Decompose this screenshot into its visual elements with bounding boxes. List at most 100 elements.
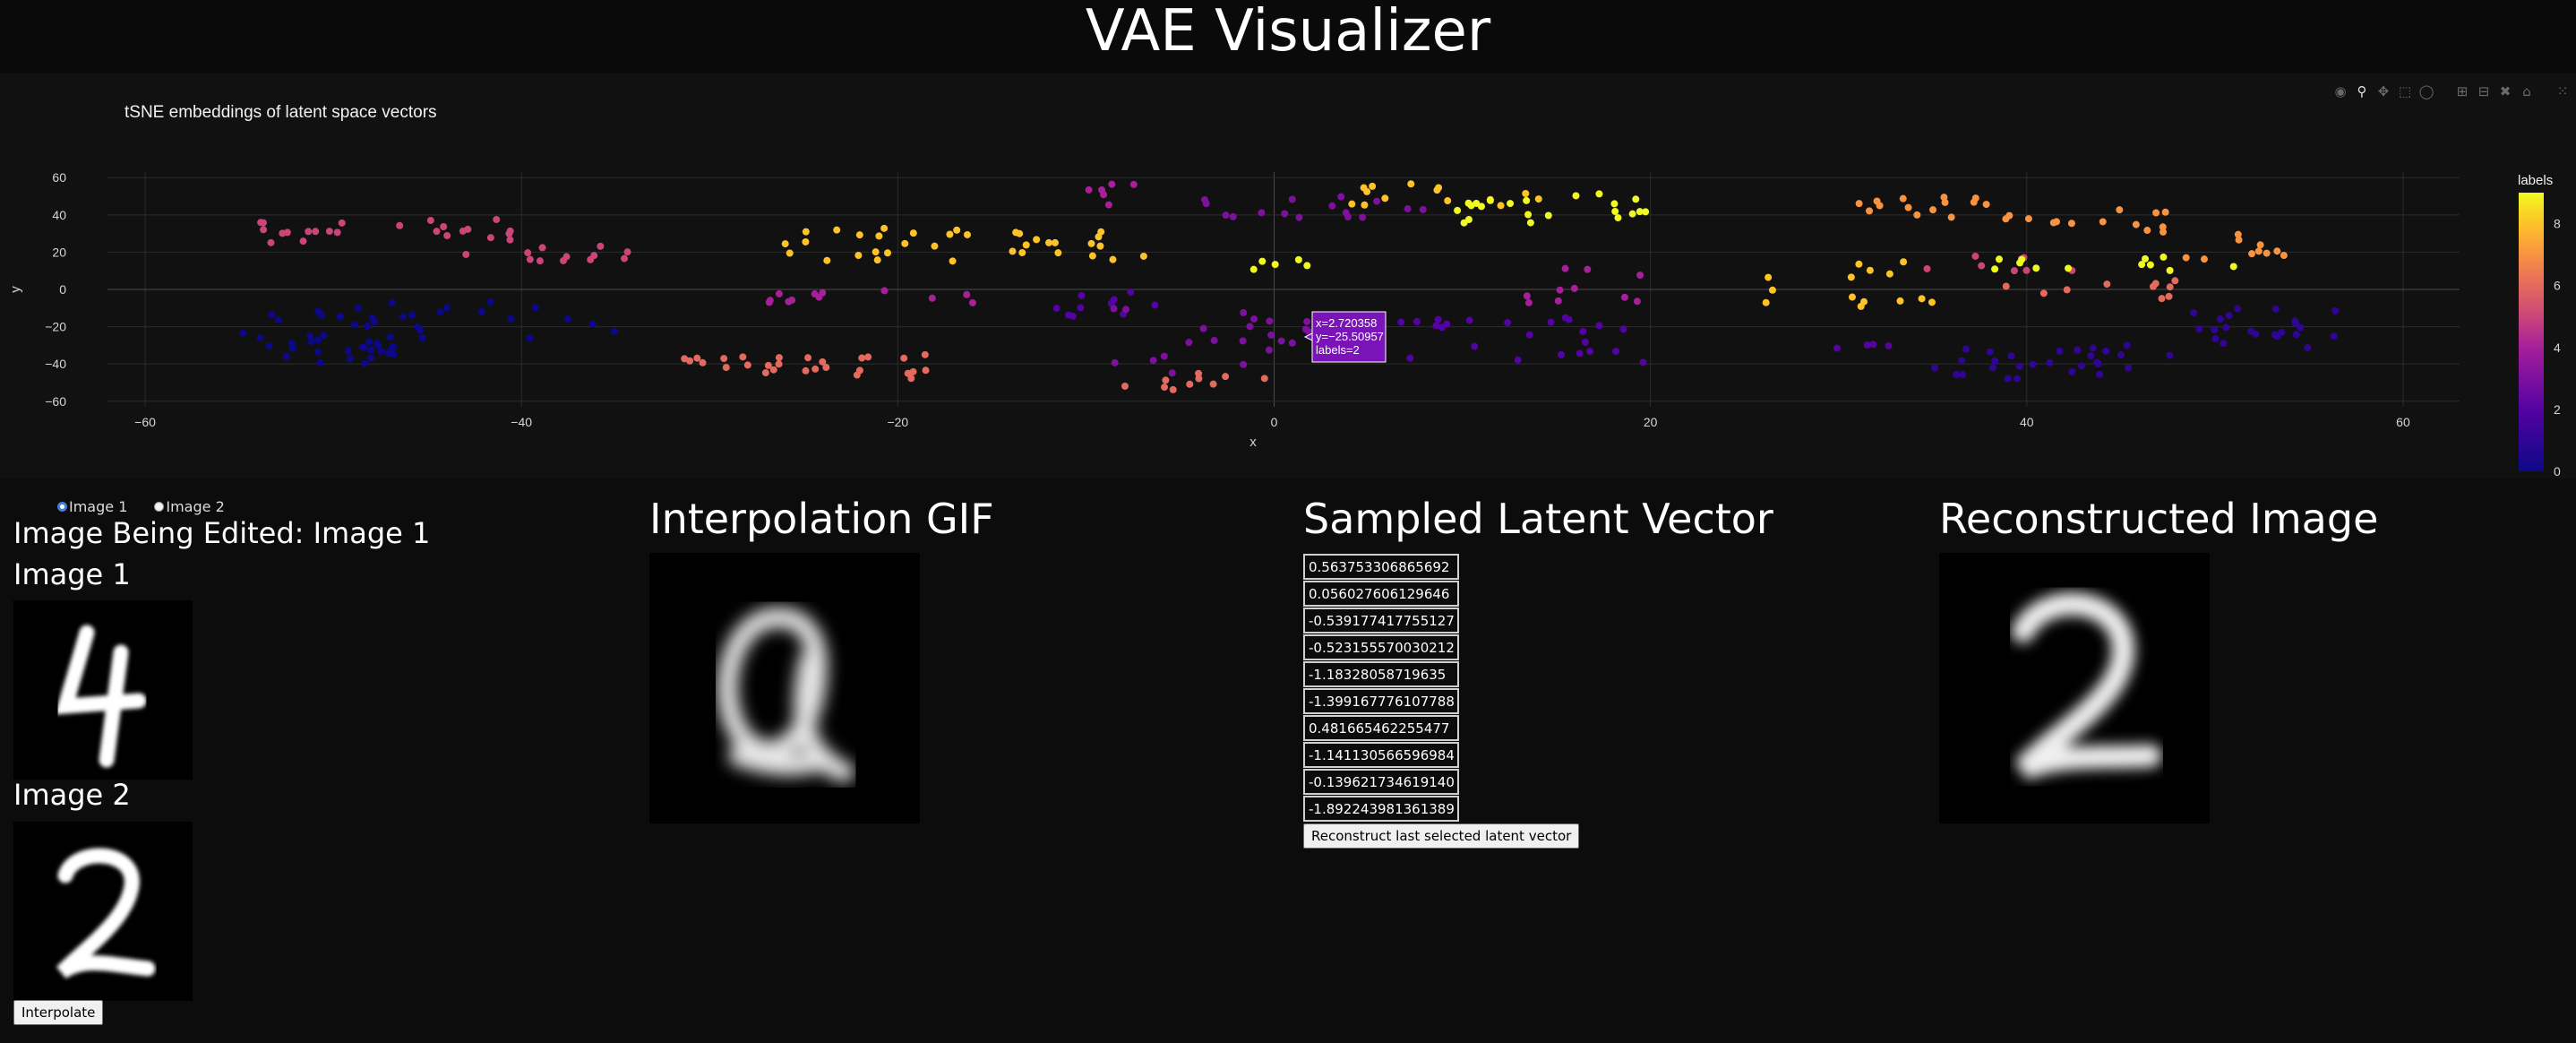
scatter-point[interactable] [1087,239,1095,247]
scatter-point[interactable] [855,231,863,239]
latent-input-4[interactable] [1303,661,1459,687]
scatter-point[interactable] [1636,208,1644,216]
scatter-point[interactable] [1928,298,1936,306]
scatter-point[interactable] [786,249,794,257]
scatter-point[interactable] [802,228,810,236]
scatter-point[interactable] [788,296,796,304]
scatter-point[interactable] [2096,370,2104,378]
reconstruct-button[interactable]: Reconstruct last selected latent vector [1303,823,1580,849]
scatter-point[interactable] [1547,318,1555,326]
scatter-point[interactable] [2171,277,2179,285]
scatter-point[interactable] [2087,352,2095,360]
scatter-point[interactable] [775,289,783,297]
scatter-point[interactable] [367,346,375,354]
scatter-point[interactable] [623,248,631,256]
scatter-point[interactable] [1110,305,1118,313]
scatter-point[interactable] [2165,292,2173,300]
scatter-point[interactable] [2200,255,2208,263]
scatter-point[interactable] [1614,214,1622,222]
scatter-point[interactable] [1572,192,1580,200]
scatter-point[interactable] [2146,261,2154,269]
scatter-point[interactable] [1570,284,1578,292]
scatter-point[interactable] [1328,202,1336,210]
scatter-point[interactable] [1866,207,1874,215]
scatter-point[interactable] [1991,265,1999,273]
scatter-point[interactable] [2103,280,2111,289]
scatter-point[interactable] [477,307,485,315]
scatter-point[interactable] [312,228,320,236]
scatter-point[interactable] [2002,282,2010,290]
scatter-point[interactable] [1018,248,1026,256]
scatter-point[interactable] [858,354,866,362]
scatter-point[interactable] [1109,255,1117,263]
scatter-point[interactable] [367,354,375,362]
scatter-point[interactable] [1434,315,1442,323]
scatter-point[interactable] [922,366,930,375]
scatter-point[interactable] [2331,306,2340,315]
scatter-point[interactable] [880,287,889,295]
scatter-point[interactable] [1576,349,1584,358]
scatter-point[interactable] [1988,364,1996,372]
scatter-point[interactable] [2166,351,2174,359]
scatter-point[interactable] [361,359,369,367]
scatter-point[interactable] [526,334,534,342]
scatter-point[interactable] [289,344,297,352]
scatter-point[interactable] [1195,375,1203,383]
scatter-point[interactable] [2063,286,2071,294]
scatter-point[interactable] [928,294,936,302]
scatter-point[interactable] [2099,218,2107,226]
scatter-point[interactable] [2158,295,2166,303]
scatter-point[interactable] [2234,305,2242,313]
scatter-point[interactable] [1620,293,1628,301]
scatter-point[interactable] [1454,206,1462,214]
autoscale-icon[interactable]: ✖ [2499,83,2512,99]
scatter-point[interactable] [1636,272,1644,280]
scatter-point[interactable] [1918,295,1926,303]
scatter-point[interactable] [1249,265,1258,273]
scatter-point[interactable] [1855,200,1863,208]
scatter-point[interactable] [1978,262,1986,270]
scatter-point[interactable] [268,311,276,319]
scatter-point[interactable] [1866,266,1874,274]
scatter-point[interactable] [1940,194,1948,202]
scatter-point[interactable] [2065,264,2073,272]
scatter-point[interactable] [1444,197,1452,205]
scatter-point[interactable] [1359,213,1367,221]
scatter-point[interactable] [693,354,701,362]
scatter-point[interactable] [1524,211,1533,219]
scatter-point[interactable] [531,304,539,312]
scatter-point[interactable] [390,350,398,358]
scatter-point[interactable] [1931,364,1939,372]
scatter-point[interactable] [963,230,971,238]
scatter-point[interactable] [464,225,472,233]
scatter-point[interactable] [1595,190,1603,198]
scatter-point[interactable] [2292,331,2300,339]
scatter-point[interactable] [1497,202,1505,210]
scatter-point[interactable] [1348,200,1356,208]
scatter-point[interactable] [1122,306,1130,314]
scatter-point[interactable] [1610,200,1619,208]
scatter-point[interactable] [900,354,908,362]
scatter-point[interactable] [486,234,494,242]
scatter-point[interactable] [2222,323,2230,332]
radio-image-1[interactable]: Image 1 [57,498,127,515]
scatter-point[interactable] [931,242,939,250]
scatter-point[interactable] [1209,380,1217,388]
scatter-point[interactable] [1639,358,1647,366]
scatter-point[interactable] [265,342,273,350]
scatter-point[interactable] [1373,197,1381,205]
scatter-point[interactable] [1304,327,1312,335]
scatter-point[interactable] [1869,340,1877,349]
scatter-point[interactable] [2166,266,2174,274]
latent-input-3[interactable] [1303,634,1459,660]
scatter-point[interactable] [2297,323,2305,332]
scatter-point[interactable] [306,332,314,340]
scatter-point[interactable] [2159,223,2167,231]
scatter-point[interactable] [506,236,514,244]
scatter-point[interactable] [2235,236,2243,244]
scatter-point[interactable] [1581,338,1589,346]
scatter-point[interactable] [274,316,282,324]
scatter-point[interactable] [2078,362,2086,370]
scatter-point[interactable] [1556,286,1564,294]
scatter-point[interactable] [699,358,707,366]
